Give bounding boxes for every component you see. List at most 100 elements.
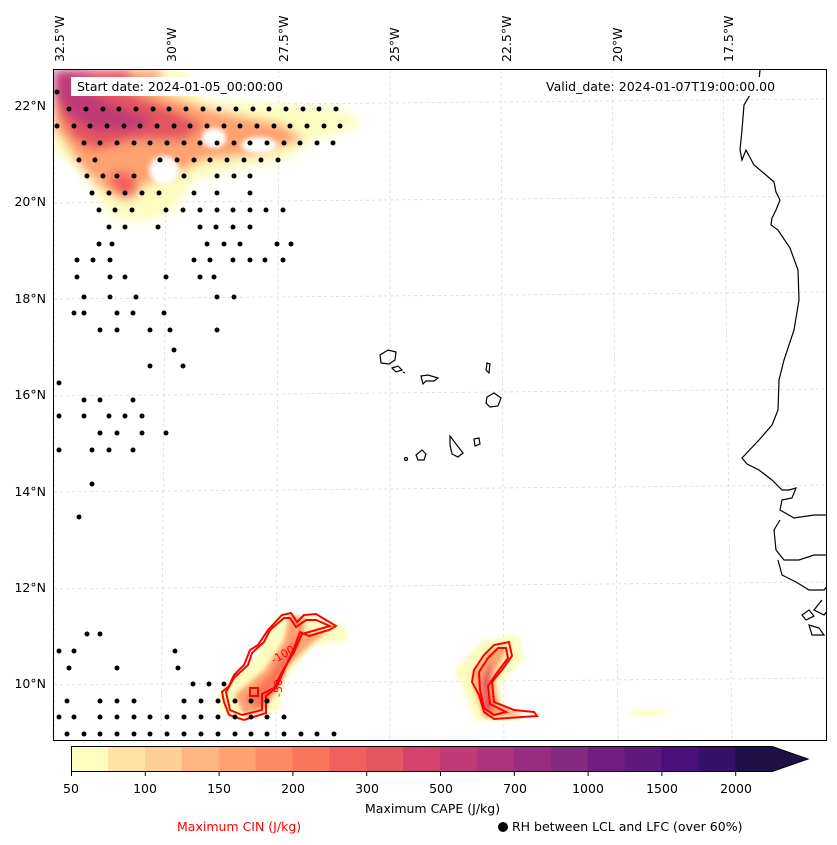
gridline-lon — [500, 70, 505, 740]
cin-contour — [249, 687, 259, 697]
cin-contour-label: -50 — [272, 679, 285, 697]
rh-dot — [247, 224, 253, 230]
rh-dot — [164, 714, 170, 720]
rh-dot — [198, 698, 204, 704]
lon-label: 27.5°W — [276, 15, 291, 62]
rh-dot — [64, 698, 70, 704]
rh-dot — [224, 157, 230, 163]
rh-dot — [156, 190, 162, 196]
colorbar-segment — [218, 746, 256, 772]
colorbar-segment — [403, 746, 441, 772]
rh-dot — [283, 106, 289, 112]
rh-dot — [122, 190, 128, 196]
rh-dot — [147, 714, 153, 720]
rh-dot — [81, 294, 87, 300]
africa-coastline — [739, 70, 826, 519]
rh-dot — [287, 123, 293, 129]
rh-dot — [133, 106, 139, 112]
rh-dot — [155, 224, 161, 230]
rh-dot — [64, 731, 70, 737]
colorbar-segment — [661, 746, 699, 772]
rh-dot — [191, 257, 197, 263]
rh-dot — [66, 665, 72, 671]
colorbar-tick-label: 300 — [355, 781, 379, 796]
rh-dot — [154, 123, 160, 129]
rh-dot — [191, 190, 197, 196]
rh-legend-label: RH between LCL and LFC (over 60%) — [512, 819, 743, 834]
rh-dot — [258, 157, 264, 163]
cape-gap — [241, 137, 277, 153]
rh-dot — [54, 89, 60, 95]
gridline-lon — [611, 70, 619, 740]
rh-dot — [97, 430, 103, 436]
rh-dot — [107, 274, 113, 280]
colorbar-segment — [107, 746, 146, 772]
rh-dot — [200, 106, 206, 112]
rh-dot — [163, 274, 169, 280]
rh-dot — [122, 224, 128, 230]
rh-dot — [122, 274, 128, 280]
lat-label: 16°N — [14, 387, 46, 402]
rh-dot — [84, 631, 90, 637]
rh-dot — [106, 413, 112, 419]
rh-dot — [190, 681, 196, 687]
cape-region — [54, 70, 154, 130]
rh-dot — [74, 257, 80, 263]
cape-verde-island — [449, 434, 464, 458]
rh-dot — [76, 514, 82, 520]
rh-dot — [198, 714, 204, 720]
rh-dot — [191, 157, 197, 163]
rh-dot — [237, 241, 243, 247]
rh-dot — [221, 123, 227, 129]
rh-dot — [81, 397, 87, 403]
rh-dot — [131, 140, 137, 146]
colorbar-segment — [366, 746, 404, 772]
rh-dot — [81, 731, 87, 737]
rh-dot — [280, 257, 286, 263]
cape-verde-island — [485, 362, 491, 375]
rh-dot — [96, 241, 102, 247]
rh-dot — [183, 106, 189, 112]
rh-dot — [84, 173, 90, 179]
rh-dot — [197, 274, 203, 280]
rh-dot — [83, 106, 89, 112]
rh-dot — [214, 190, 220, 196]
cape-verde-island — [402, 371, 406, 374]
rh-dot — [181, 731, 187, 737]
rh-dot — [97, 397, 103, 403]
rh-dot — [231, 294, 237, 300]
rh-dot — [97, 327, 103, 333]
rh-dot — [106, 190, 112, 196]
rh-dot — [81, 413, 87, 419]
rh-dot — [264, 140, 270, 146]
africa-coastline — [777, 559, 826, 591]
rh-dot — [271, 123, 277, 129]
cape-verde-island — [473, 437, 481, 447]
coastlines — [379, 70, 826, 636]
colorbar-segment — [440, 746, 478, 772]
colorbar-outline — [71, 746, 810, 772]
rh-dot — [254, 123, 260, 129]
gridline-lat — [54, 677, 826, 686]
rh-dot — [100, 173, 106, 179]
colorbar-segment — [735, 746, 773, 772]
rh-dot — [198, 731, 204, 737]
rh-dot — [171, 347, 177, 353]
colorbar-tick-label: 150 — [207, 781, 231, 796]
gridline-lat — [54, 291, 826, 300]
rh-dot — [214, 140, 220, 146]
rh-dot — [56, 447, 62, 453]
rh-dot — [232, 714, 238, 720]
colorbar-tick-label: 100 — [133, 781, 157, 796]
rh-dot — [215, 714, 221, 720]
rh-dot — [206, 681, 212, 687]
rh-dot — [114, 714, 120, 720]
rh-dot — [180, 363, 186, 369]
rh-dot — [314, 140, 320, 146]
colorbar-segment — [587, 746, 625, 772]
colorbar-segment — [550, 746, 589, 772]
rh-dot — [81, 140, 87, 146]
rh-dot — [130, 397, 136, 403]
rh-dot — [130, 310, 136, 316]
colorbar-segment — [476, 746, 515, 772]
